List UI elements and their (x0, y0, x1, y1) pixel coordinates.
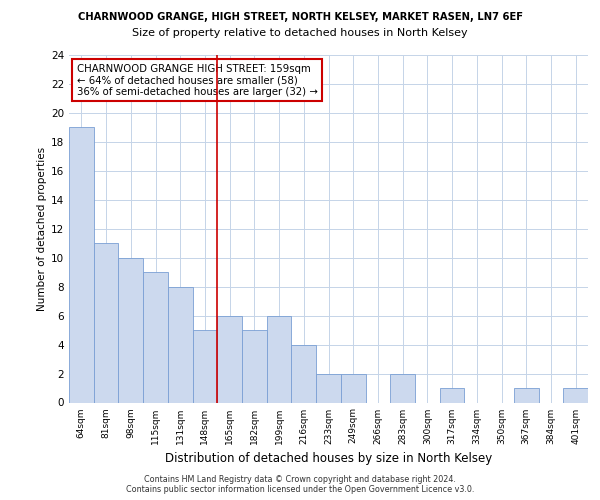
Text: Contains HM Land Registry data © Crown copyright and database right 2024.
Contai: Contains HM Land Registry data © Crown c… (126, 474, 474, 494)
Bar (514, 388, 539, 402)
Bar (94, 243, 118, 402)
Y-axis label: Number of detached properties: Number of detached properties (37, 146, 47, 311)
Bar (440, 388, 464, 402)
Text: CHARNWOOD GRANGE HIGH STREET: 159sqm
← 64% of detached houses are smaller (58)
3: CHARNWOOD GRANGE HIGH STREET: 159sqm ← 6… (77, 64, 317, 97)
Text: Size of property relative to detached houses in North Kelsey: Size of property relative to detached ho… (132, 28, 468, 38)
Bar (217, 316, 242, 402)
Bar (168, 286, 193, 403)
Bar (292, 344, 316, 403)
Bar (267, 316, 292, 402)
Bar (563, 388, 588, 402)
Bar (341, 374, 365, 402)
Bar (118, 258, 143, 402)
Bar (316, 374, 341, 402)
Bar (143, 272, 168, 402)
Bar (242, 330, 267, 402)
X-axis label: Distribution of detached houses by size in North Kelsey: Distribution of detached houses by size … (165, 452, 492, 465)
Bar (390, 374, 415, 402)
Bar (69, 128, 94, 402)
Text: CHARNWOOD GRANGE, HIGH STREET, NORTH KELSEY, MARKET RASEN, LN7 6EF: CHARNWOOD GRANGE, HIGH STREET, NORTH KEL… (77, 12, 523, 22)
Bar (193, 330, 217, 402)
